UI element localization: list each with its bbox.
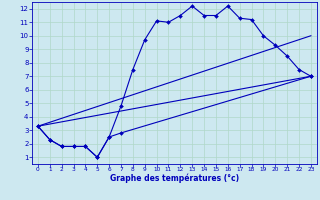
X-axis label: Graphe des températures (°c): Graphe des températures (°c): [110, 174, 239, 183]
